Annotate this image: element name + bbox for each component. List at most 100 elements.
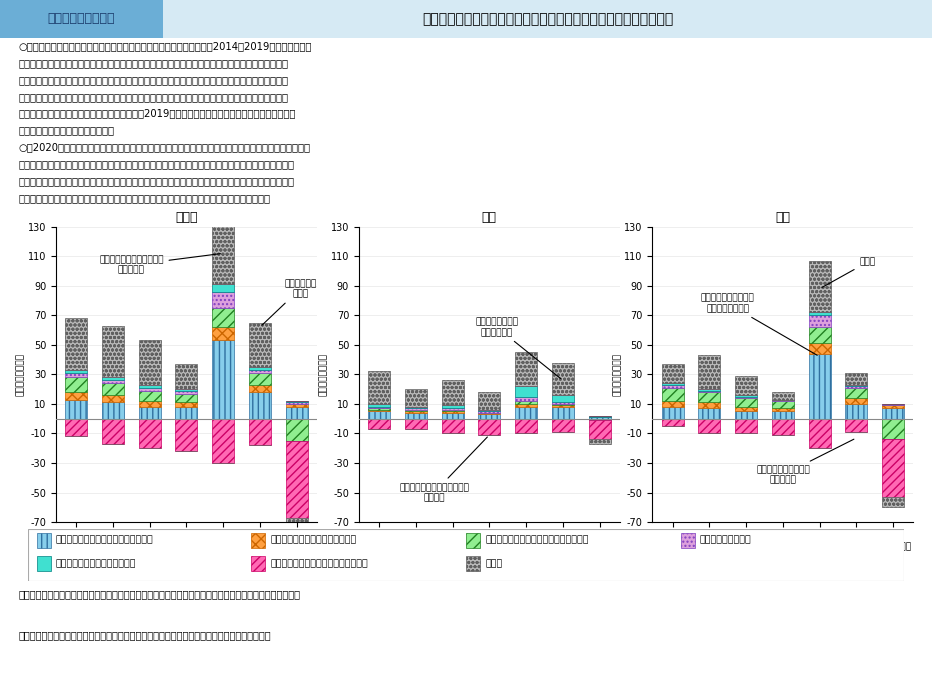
Bar xyxy=(735,396,757,398)
Bar xyxy=(772,418,794,435)
Bar xyxy=(368,418,391,429)
Bar xyxy=(845,398,868,404)
Bar xyxy=(252,532,266,548)
Bar xyxy=(285,401,308,403)
Bar xyxy=(809,313,830,315)
Bar xyxy=(285,407,308,418)
Bar xyxy=(139,387,160,391)
Bar xyxy=(809,344,830,354)
Bar xyxy=(65,400,88,418)
Bar xyxy=(662,364,684,383)
Bar xyxy=(139,341,160,385)
Bar xyxy=(588,440,610,444)
Bar xyxy=(882,497,904,507)
Text: 通勤時間が短
いから: 通勤時間が短 いから xyxy=(262,279,317,325)
Bar xyxy=(772,408,794,412)
Bar xyxy=(809,327,830,344)
Bar xyxy=(404,412,427,413)
Bar xyxy=(139,385,160,387)
Bar xyxy=(662,401,684,407)
Bar xyxy=(588,416,610,417)
Bar xyxy=(404,407,427,408)
Bar xyxy=(478,414,500,418)
Bar xyxy=(588,418,610,420)
Text: （年）: （年） xyxy=(299,543,315,552)
Bar xyxy=(175,394,198,403)
Bar xyxy=(515,352,537,386)
Bar xyxy=(772,400,794,401)
Bar xyxy=(662,387,684,401)
Bar xyxy=(139,418,160,448)
Bar xyxy=(882,405,904,408)
Bar xyxy=(65,392,88,400)
Bar xyxy=(249,370,271,373)
Text: 自分の都合のよい時間に働
きたいから: 自分の都合のよい時間に働 きたいから xyxy=(99,254,220,275)
Bar xyxy=(442,381,463,405)
Bar xyxy=(478,392,500,410)
Bar xyxy=(882,404,904,405)
Text: いから」が増加しているほか、女性では「家事・育児・介護等と両立しやすいから」非正規雇用を: いから」が増加しているほか、女性では「家事・育児・介護等と両立しやすいから」非正… xyxy=(19,92,289,102)
Bar xyxy=(102,403,124,418)
Y-axis label: （前年差、万人）: （前年差、万人） xyxy=(612,353,622,396)
Bar xyxy=(735,412,757,418)
Bar xyxy=(249,385,271,392)
Bar xyxy=(102,381,124,383)
Bar xyxy=(478,418,500,435)
Bar xyxy=(772,392,794,400)
Bar xyxy=(175,418,198,451)
Bar xyxy=(36,532,50,548)
Bar xyxy=(404,413,427,418)
Bar xyxy=(102,377,124,381)
Bar xyxy=(249,418,271,445)
Bar xyxy=(65,318,88,370)
Bar xyxy=(65,370,88,373)
Text: 非正規雇用を選択している理由別にみた非正規雇用労働者数の推移: 非正規雇用を選択している理由別にみた非正規雇用労働者数の推移 xyxy=(422,12,673,26)
Bar xyxy=(515,418,537,433)
Text: 正規の職員・従業員の仕事が
ないから: 正規の職員・従業員の仕事が ないから xyxy=(399,437,487,502)
Bar xyxy=(212,199,234,284)
Bar xyxy=(698,408,720,418)
Bar xyxy=(102,418,124,444)
Bar xyxy=(252,556,266,572)
Bar xyxy=(680,532,694,548)
Bar xyxy=(809,260,830,313)
Text: ○　非正規雇用労働者の動向を非正規雇用を選択した理由別にみると、2014～2019年では、「正規: ○ 非正規雇用労働者の動向を非正規雇用を選択した理由別にみると、2014～201… xyxy=(19,41,312,52)
Bar xyxy=(552,395,574,403)
Bar xyxy=(102,326,124,377)
Bar xyxy=(772,412,794,418)
Title: 男性: 男性 xyxy=(482,211,497,224)
Bar xyxy=(368,410,391,412)
Bar xyxy=(175,403,198,407)
Text: 規雇用を選択する者が増加傾向にあった。具体的には男女ともに「自分の都合のよい時間に働きた: 規雇用を選択する者が増加傾向にあった。具体的には男女ともに「自分の都合のよい時間… xyxy=(19,75,289,85)
Bar xyxy=(662,407,684,418)
Bar xyxy=(212,308,234,327)
Bar xyxy=(249,392,271,418)
Bar xyxy=(442,408,463,410)
Bar xyxy=(175,389,198,391)
Bar xyxy=(552,404,574,405)
Bar xyxy=(809,315,830,327)
Bar xyxy=(175,407,198,418)
Bar xyxy=(368,372,391,404)
Bar xyxy=(552,363,574,395)
Bar xyxy=(882,440,904,497)
Bar xyxy=(249,367,271,370)
Bar xyxy=(368,407,391,408)
Text: 第１－（２）－９図: 第１－（２）－９図 xyxy=(48,12,116,25)
Title: 女性: 女性 xyxy=(775,211,790,224)
Bar xyxy=(552,418,574,432)
Bar xyxy=(175,391,198,394)
Bar xyxy=(139,401,160,407)
Bar xyxy=(698,403,720,408)
Y-axis label: （前年差、万人）: （前年差、万人） xyxy=(16,353,25,396)
Bar xyxy=(249,373,271,385)
Text: ら」という理由も増加していた。: ら」という理由も増加していた。 xyxy=(19,125,115,135)
Bar xyxy=(212,418,234,463)
Bar xyxy=(404,418,427,429)
Bar xyxy=(588,420,610,440)
Bar xyxy=(698,391,720,392)
Bar xyxy=(845,386,868,387)
Text: （年）: （年） xyxy=(896,543,911,552)
Bar xyxy=(845,373,868,385)
Text: 専門的な技能等を
いかせるから: 専門的な技能等を いかせるから xyxy=(475,317,561,379)
